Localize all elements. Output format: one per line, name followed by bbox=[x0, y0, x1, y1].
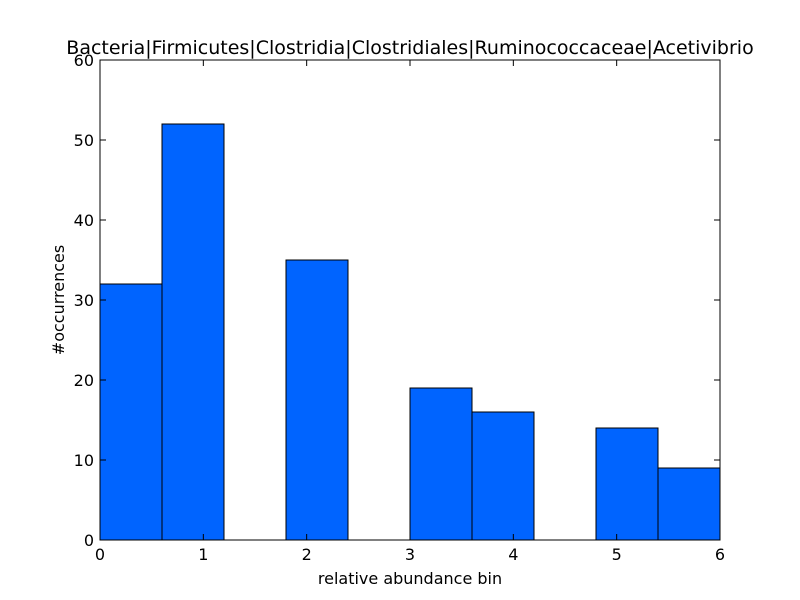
histogram-bar bbox=[471, 411, 535, 541]
y-tick-label: 60 bbox=[74, 51, 94, 70]
y-tick-label: 40 bbox=[74, 211, 94, 230]
histogram-bar bbox=[657, 467, 721, 541]
y-tick-label: 10 bbox=[74, 451, 94, 470]
x-tick-label: 5 bbox=[612, 545, 622, 564]
histogram-bar bbox=[161, 123, 225, 541]
histogram-bar bbox=[285, 259, 349, 541]
x-axis-label: relative abundance bin bbox=[318, 569, 502, 588]
y-tick-label: 30 bbox=[74, 291, 94, 310]
x-tick-label: 3 bbox=[405, 545, 415, 564]
y-axis-label: #occurrences bbox=[49, 245, 68, 355]
x-tick-label: 6 bbox=[715, 545, 725, 564]
x-tick-label: 2 bbox=[302, 545, 312, 564]
histogram-bar bbox=[409, 387, 473, 541]
x-tick-label: 1 bbox=[198, 545, 208, 564]
y-tick-label: 0 bbox=[84, 531, 94, 550]
chart-title: Bacteria|Firmicutes|Clostridia|Clostridi… bbox=[66, 37, 753, 59]
y-tick-label: 20 bbox=[74, 371, 94, 390]
x-tick-label: 0 bbox=[95, 545, 105, 564]
y-tick-label: 50 bbox=[74, 131, 94, 150]
histogram-bar bbox=[595, 427, 659, 541]
x-tick-label: 4 bbox=[508, 545, 518, 564]
bars-group bbox=[99, 123, 721, 541]
histogram-bar bbox=[99, 283, 163, 541]
